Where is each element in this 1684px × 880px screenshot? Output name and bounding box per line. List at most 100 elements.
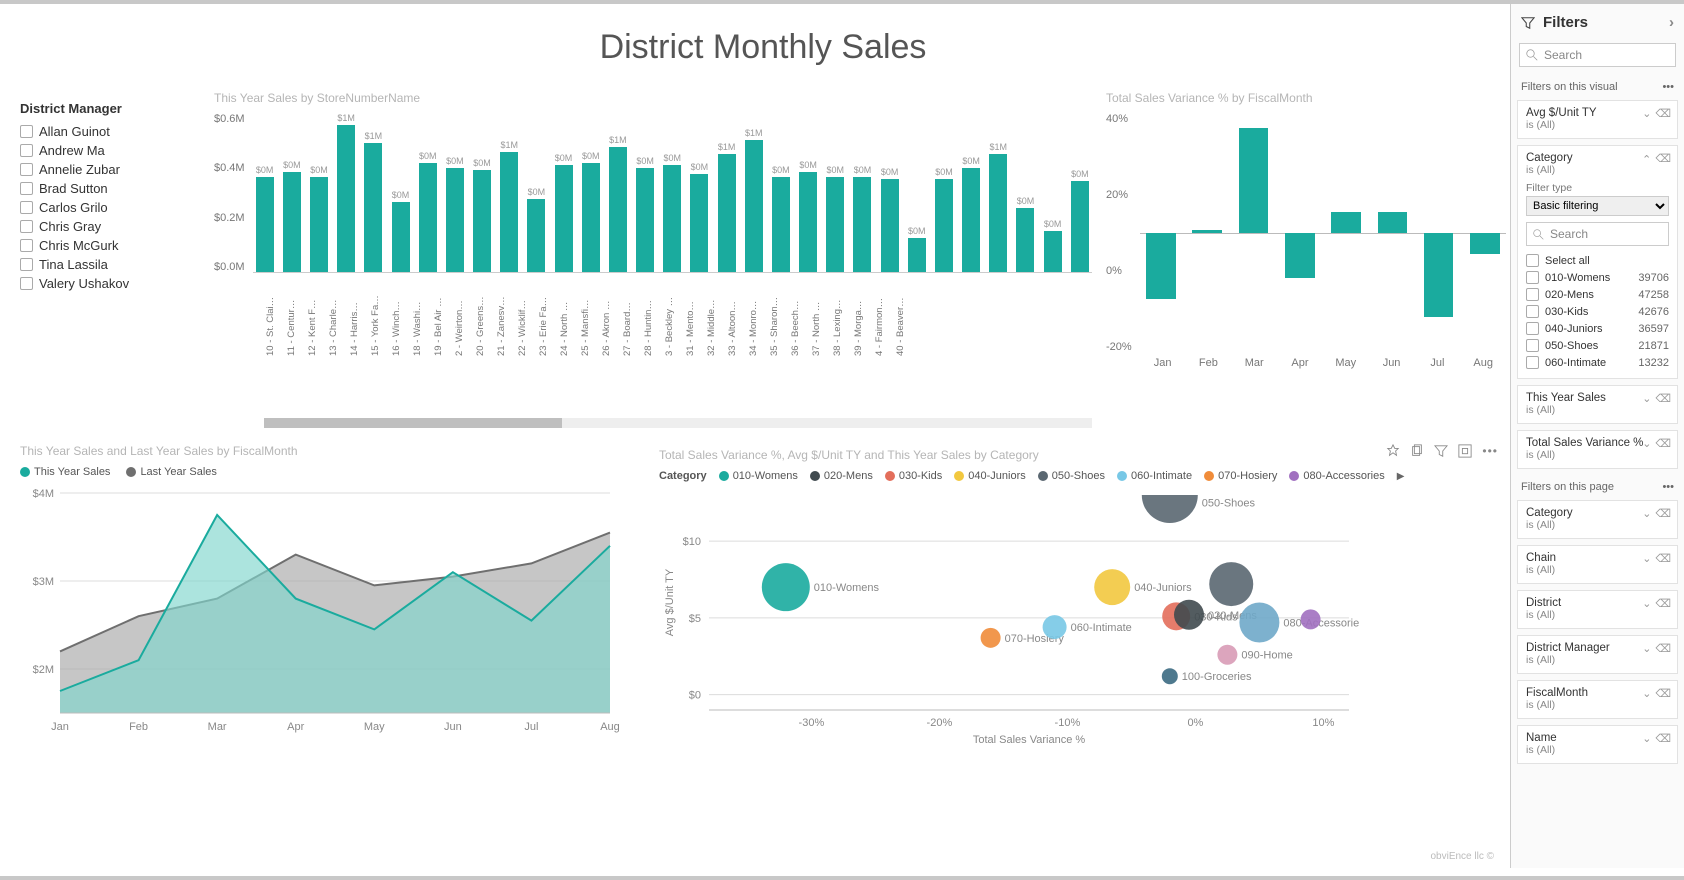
slicer-item[interactable]: Allan Guinot	[20, 122, 200, 141]
filter-option[interactable]: 050-Shoes21871	[1526, 337, 1669, 354]
filter-card[interactable]: Districtis (All)⌄⌫	[1517, 590, 1678, 629]
bar[interactable]	[1071, 181, 1089, 272]
bar[interactable]	[582, 163, 600, 272]
checkbox-icon[interactable]	[20, 125, 33, 138]
filter-option[interactable]: 060-Intimate13232	[1526, 354, 1669, 371]
variance-bar-chart[interactable]: Total Sales Variance % by FiscalMonth 40…	[1106, 91, 1506, 416]
bar[interactable]	[799, 172, 817, 272]
area-chart[interactable]: This Year Sales and Last Year Sales by F…	[20, 444, 635, 864]
filter-card[interactable]: District Manageris (All)⌄⌫	[1517, 635, 1678, 674]
horizontal-scrollbar[interactable]	[264, 418, 1092, 428]
bar[interactable]	[1016, 208, 1034, 272]
filter-option[interactable]: 010-Womens39706	[1526, 269, 1669, 286]
chevron-down-icon[interactable]: ⌄	[1642, 152, 1651, 165]
bubble[interactable]	[1043, 615, 1067, 639]
filter-icon[interactable]	[1434, 444, 1448, 458]
filter-card[interactable]: Avg $/Unit TYis (All)⌄⌫	[1517, 100, 1678, 139]
filter-card[interactable]: This Year Salesis (All)⌄⌫	[1517, 385, 1678, 424]
bubble[interactable]	[981, 628, 1001, 648]
slicer-item[interactable]: Valery Ushakov	[20, 274, 200, 293]
clear-filter-icon[interactable]: ⌫	[1655, 392, 1671, 405]
copy-icon[interactable]	[1410, 444, 1424, 458]
bar[interactable]	[636, 168, 654, 272]
bubble[interactable]	[1094, 569, 1130, 605]
clear-filter-icon[interactable]: ⌫	[1655, 732, 1671, 745]
clear-filter-icon[interactable]: ⌫	[1655, 507, 1671, 520]
chevron-down-icon[interactable]: ⌄	[1642, 107, 1651, 120]
bubble[interactable]	[1217, 645, 1237, 665]
bar[interactable]	[853, 177, 871, 272]
chevron-down-icon[interactable]: ⌄	[1642, 687, 1651, 700]
filter-option[interactable]: 030-Kids42676	[1526, 303, 1669, 320]
bar[interactable]	[718, 154, 736, 272]
bar[interactable]	[446, 168, 464, 272]
filter-option[interactable]: 020-Mens47258	[1526, 286, 1669, 303]
scatter-chart[interactable]: ••• Total Sales Variance %, Avg $/Unit T…	[649, 444, 1506, 864]
filter-card[interactable]: Categoryis (All)⌄⌫	[1517, 500, 1678, 539]
slicer-item[interactable]: Chris Gray	[20, 217, 200, 236]
bar[interactable]	[935, 179, 953, 272]
legend-item[interactable]: 030-Kids	[885, 470, 942, 482]
bar[interactable]	[500, 152, 518, 272]
bar[interactable]	[1192, 230, 1222, 233]
legend-item[interactable]: 020-Mens	[810, 470, 873, 482]
legend-item[interactable]: This Year Sales	[20, 466, 110, 478]
chevron-down-icon[interactable]: ⌄	[1642, 552, 1651, 565]
slicer-item[interactable]: Annelie Zubar	[20, 160, 200, 179]
bar[interactable]	[1424, 233, 1454, 317]
bubble[interactable]	[1174, 600, 1204, 630]
bubble[interactable]	[1162, 668, 1178, 684]
bar[interactable]	[745, 140, 763, 272]
slicer-item[interactable]: Andrew Ma	[20, 141, 200, 160]
checkbox-icon[interactable]	[20, 163, 33, 176]
chevron-down-icon[interactable]: ⌄	[1642, 597, 1651, 610]
checkbox-icon[interactable]	[20, 258, 33, 271]
checkbox-icon[interactable]	[1526, 305, 1539, 318]
filter-card[interactable]: Nameis (All)⌄⌫	[1517, 725, 1678, 764]
bar[interactable]	[663, 165, 681, 272]
checkbox-icon[interactable]	[20, 277, 33, 290]
clear-filter-icon[interactable]: ⌫	[1655, 552, 1671, 565]
more-icon[interactable]: •••	[1482, 444, 1498, 458]
checkbox-icon[interactable]	[20, 220, 33, 233]
bar[interactable]	[1044, 231, 1062, 272]
bar[interactable]	[1285, 233, 1315, 278]
clear-filter-icon[interactable]: ⌫	[1655, 152, 1671, 165]
stores-bar-chart[interactable]: This Year Sales by StoreNumberName $0.6M…	[214, 91, 1092, 416]
clear-filter-icon[interactable]: ⌫	[1655, 437, 1671, 450]
checkbox-icon[interactable]	[1526, 322, 1539, 335]
legend-scroll-icon[interactable]: ▶	[1397, 471, 1405, 482]
checkbox-icon[interactable]	[20, 239, 33, 252]
bar[interactable]	[609, 147, 627, 272]
checkbox-icon[interactable]	[1526, 271, 1539, 284]
bar[interactable]	[337, 125, 355, 272]
bar[interactable]	[1146, 233, 1176, 299]
filter-type-select[interactable]: Basic filtering	[1526, 196, 1669, 216]
chevron-down-icon[interactable]: ⌄	[1642, 392, 1651, 405]
clear-filter-icon[interactable]: ⌫	[1655, 687, 1671, 700]
bar[interactable]	[881, 179, 899, 272]
clear-filter-icon[interactable]: ⌫	[1655, 107, 1671, 120]
checkbox-icon[interactable]	[20, 144, 33, 157]
bar[interactable]	[1239, 128, 1269, 233]
chevron-down-icon[interactable]: ⌄	[1642, 642, 1651, 655]
filter-option[interactable]: Select all	[1526, 252, 1669, 269]
slicer-item[interactable]: Tina Lassila	[20, 255, 200, 274]
bubble[interactable]	[1239, 602, 1279, 642]
legend-item[interactable]: Last Year Sales	[126, 466, 216, 478]
slicer-item[interactable]: Brad Sutton	[20, 179, 200, 198]
bar[interactable]	[283, 172, 301, 272]
clear-filter-icon[interactable]: ⌫	[1655, 597, 1671, 610]
bar[interactable]	[364, 143, 382, 272]
filter-card[interactable]: Categoryis (All)⌄⌫Filter typeBasic filte…	[1517, 145, 1678, 379]
bar[interactable]	[826, 177, 844, 272]
bar[interactable]	[989, 154, 1007, 272]
bar[interactable]	[690, 174, 708, 272]
legend-item[interactable]: 050-Shoes	[1038, 470, 1105, 482]
more-icon[interactable]: •••	[1662, 481, 1674, 493]
filter-card[interactable]: Chainis (All)⌄⌫	[1517, 545, 1678, 584]
legend-item[interactable]: 010-Womens	[719, 470, 798, 482]
checkbox-icon[interactable]	[1526, 356, 1539, 369]
bar[interactable]	[1331, 212, 1361, 233]
checkbox-icon[interactable]	[1526, 288, 1539, 301]
